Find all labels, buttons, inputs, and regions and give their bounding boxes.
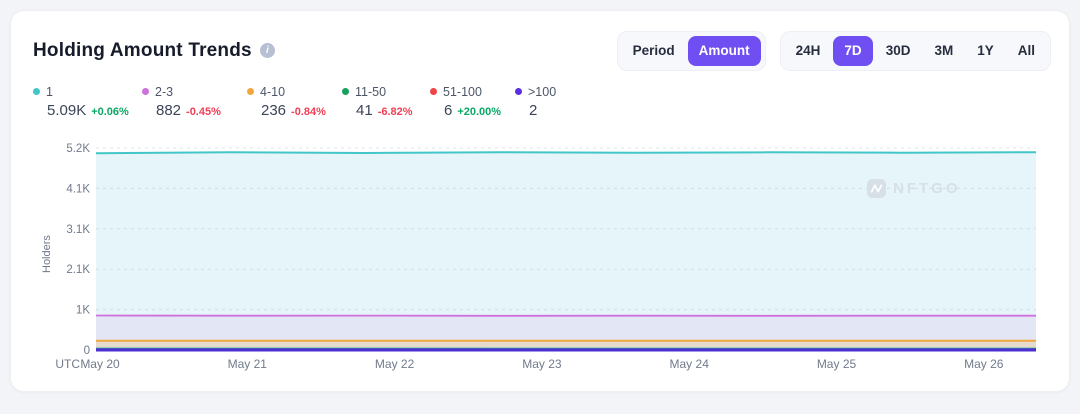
legend-change: -6.82% — [378, 106, 413, 118]
x-tick-label: May 20 — [80, 357, 120, 371]
legend-dot — [342, 88, 349, 95]
series-line-1 — [96, 152, 1036, 153]
y-tick-label: 0 — [84, 345, 90, 357]
legend-item-4-10[interactable]: 4-10 236 -0.84% — [247, 85, 342, 119]
x-tick-label: May 23 — [522, 357, 562, 371]
legend-value: 236 — [261, 102, 286, 119]
legend-label: 51-100 — [443, 85, 482, 99]
y-tick-label: 1K — [76, 305, 90, 317]
range-3m[interactable]: 3M — [923, 36, 964, 66]
legend-dot — [515, 88, 522, 95]
legend-label: 4-10 — [260, 85, 285, 99]
holding-trends-chart[interactable]: 0 1K 2.1K 3.1K 4.1K 5.2K May 20 May 21 May 22 May… — [56, 141, 1056, 391]
legend-value: 41 — [356, 102, 373, 119]
title-wrap: Holding Amount Trends i — [33, 40, 275, 62]
legend-item-1[interactable]: 1 5.09K +0.06% — [33, 85, 142, 119]
legend-change: +0.06% — [91, 106, 129, 118]
legend-item-2-3[interactable]: 2-3 882 -0.45% — [142, 85, 247, 119]
page-title: Holding Amount Trends — [33, 40, 252, 62]
legend-label: 2-3 — [155, 85, 173, 99]
y-tick-label: 2.1K — [66, 264, 90, 276]
legend-label: 11-50 — [355, 85, 386, 99]
y-axis-title: Holders — [41, 235, 53, 273]
y-tick-label: 5.2K — [66, 143, 90, 155]
range-24h[interactable]: 24H — [785, 36, 832, 66]
legend-dot — [430, 88, 437, 95]
legend-dot — [247, 88, 254, 95]
x-tick-label: May 26 — [964, 357, 1004, 371]
legend-change: -0.84% — [291, 106, 326, 118]
legend-item--100[interactable]: >100 2 — [515, 85, 556, 119]
x-tick-label: May 24 — [670, 357, 710, 371]
legend-change: -0.45% — [186, 106, 221, 118]
legend-value: 882 — [156, 102, 181, 119]
legend-label: >100 — [528, 85, 556, 99]
legend-label: 1 — [46, 85, 53, 99]
x-tick-label: May 25 — [817, 357, 857, 371]
range-1y[interactable]: 1Y — [966, 36, 1005, 66]
toggle-amount[interactable]: Amount — [688, 36, 761, 66]
info-icon[interactable]: i — [260, 43, 275, 58]
legend-dot — [142, 88, 149, 95]
legend-value: 2 — [529, 102, 537, 119]
utc-label: UTC — [56, 357, 80, 371]
x-tick-label: May 21 — [228, 357, 268, 371]
x-tick-label: May 22 — [375, 357, 415, 371]
range-7d[interactable]: 7D — [833, 36, 872, 66]
legend-value: 6 — [444, 102, 452, 119]
legend-item-51-100[interactable]: 51-100 6 +20.00% — [430, 85, 515, 119]
toggle-period[interactable]: Period — [622, 36, 686, 66]
y-tick-label: 4.1K — [66, 183, 90, 195]
chart-legend: 1 5.09K +0.06% 2-3 882 -0.45% 4-10 236 -0.84% 11-… — [11, 85, 1069, 119]
chart-area[interactable]: 0 1K 2.1K 3.1K 4.1K 5.2K May 20 May 21 May 22 May… — [56, 141, 1056, 391]
y-tick-label: 3.1K — [66, 224, 90, 236]
legend-value: 5.09K — [47, 102, 86, 119]
legend-change: +20.00% — [457, 106, 501, 118]
range-all[interactable]: All — [1007, 36, 1046, 66]
legend-item-11-50[interactable]: 11-50 41 -6.82% — [342, 85, 430, 119]
legend-dot — [33, 88, 40, 95]
range-30d[interactable]: 30D — [875, 36, 922, 66]
